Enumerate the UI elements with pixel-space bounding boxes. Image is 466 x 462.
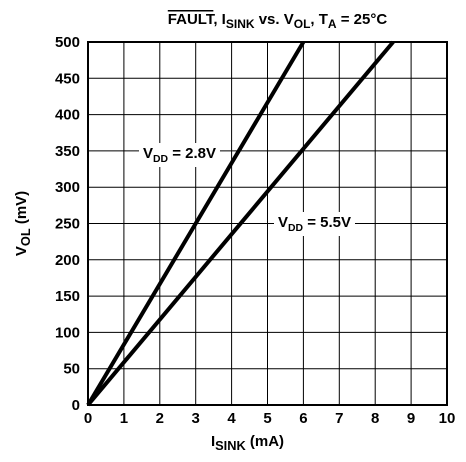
chart-title-part: , I [213, 11, 226, 28]
series-line [86, 40, 395, 407]
y-tick-label: 400 [55, 107, 80, 124]
label-background [274, 212, 355, 236]
series-label: VDD = 2.8V [143, 145, 216, 165]
plot-frame [87, 41, 448, 406]
x-tick-label: 1 [120, 410, 128, 427]
chart-title-part: vs. V [255, 11, 294, 28]
chart-title-part: A [328, 17, 337, 31]
y-tick-label: 150 [55, 288, 80, 305]
y-tick-label: 200 [55, 252, 80, 269]
y-tick-label: 50 [63, 361, 80, 378]
series-label-part: = 2.8V [168, 145, 216, 162]
y-tick-label: 0 [72, 397, 80, 414]
chart-title-part: OL [294, 17, 311, 31]
x-axis-label: ISINK (mA) [211, 433, 284, 453]
x-axis-label-part: I [211, 433, 215, 450]
series-label-part: V [278, 214, 288, 231]
label-background [139, 143, 220, 167]
series-label-part: = 5.5V [303, 214, 351, 231]
chart-title-part: = 25°C [337, 11, 388, 28]
chart-title-part: FAULT [168, 11, 215, 28]
series-label: VDD = 5.5V [278, 214, 351, 234]
chart-title-part: SINK [226, 17, 255, 31]
x-tick-label: 10 [439, 410, 456, 427]
y-axis-label-part: OL [18, 228, 33, 246]
x-tick-label: 7 [335, 410, 343, 427]
y-tick-label: 500 [55, 34, 80, 51]
x-tick-label: 5 [263, 410, 271, 427]
x-tick-label: 4 [227, 410, 236, 427]
x-tick-label: 2 [156, 410, 164, 427]
x-tick-label: 6 [299, 410, 307, 427]
series-label-part: DD [288, 223, 304, 234]
y-tick-label: 350 [55, 143, 80, 160]
x-tick-label: 8 [371, 410, 379, 427]
x-tick-label: 3 [192, 410, 200, 427]
y-axis-label: VOL (mV) [13, 191, 33, 256]
x-axis-label-part: SINK [215, 438, 246, 453]
y-tick-label: 250 [55, 216, 80, 233]
y-axis-label-part: (mV) [13, 191, 30, 229]
x-tick-label: 9 [407, 410, 415, 427]
series-label-part: DD [153, 154, 169, 165]
y-axis-label-part: V [13, 246, 30, 256]
x-axis-label-part: (mA) [246, 433, 284, 450]
chart-title: FAULT, ISINK vs. VOL, TA = 25°C [168, 11, 388, 31]
y-tick-label: 300 [55, 179, 80, 196]
series-label-part: V [143, 145, 153, 162]
y-tick-label: 100 [55, 324, 80, 341]
chart-title-part: , T [310, 11, 328, 28]
series-line [86, 40, 306, 407]
y-tick-label: 450 [55, 70, 80, 87]
x-tick-label: 0 [84, 410, 92, 427]
